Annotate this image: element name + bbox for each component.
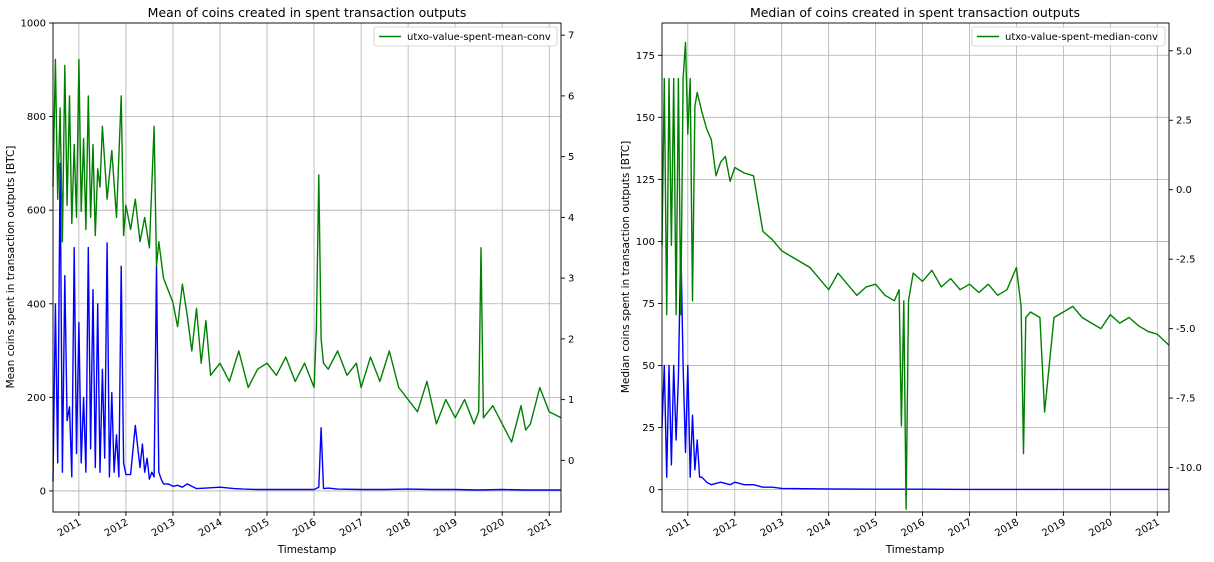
median-y2tick-label--2.5: -2.5 bbox=[1176, 255, 1196, 266]
median-ytick-label-100: 100 bbox=[636, 237, 655, 248]
median-ytick-label-25: 25 bbox=[642, 423, 655, 434]
median-blue-line bbox=[661, 240, 1169, 491]
median-y-axis-label: Median coins spent in transaction output… bbox=[620, 141, 632, 393]
mean-y2tick-label-0: 0 bbox=[568, 456, 574, 467]
median-ytick-label-75: 75 bbox=[642, 299, 655, 310]
mean-x-ticks: 2011 2012 2013 2014 2015 2016 2017 2018 2019 2020… bbox=[56, 512, 554, 539]
median-xtick-label-2014: 2014 bbox=[806, 517, 834, 539]
median-plot-frame bbox=[661, 22, 1170, 513]
mean-xtick-label-2020: 2020 bbox=[479, 517, 507, 539]
mean-blue-line bbox=[52, 162, 561, 491]
median-xtick-label-2019: 2019 bbox=[1040, 517, 1068, 539]
mean-ytick-label-600: 600 bbox=[27, 206, 46, 217]
mean-green-line bbox=[52, 58, 562, 443]
median-legend-label: utxo-value-spent-median-conv bbox=[1005, 32, 1158, 43]
mean-ytick-label-800: 800 bbox=[27, 112, 46, 123]
mean-xtick-label-2017: 2017 bbox=[338, 517, 366, 539]
median-x-axis-label: Timestamp bbox=[885, 544, 945, 556]
median-y2tick-label-0: 0.0 bbox=[1176, 185, 1192, 196]
mean-gridlines bbox=[53, 22, 561, 512]
median-xtick-label-2020: 2020 bbox=[1087, 517, 1115, 539]
median-chart-title: Median of coins created in spent transac… bbox=[750, 5, 1080, 20]
mean-xtick-label-2018: 2018 bbox=[385, 517, 413, 539]
median-xtick-label-2015: 2015 bbox=[853, 517, 881, 539]
median-xtick-label-2013: 2013 bbox=[759, 517, 787, 539]
mean-green-series bbox=[52, 58, 562, 443]
mean-xtick-label-2012: 2012 bbox=[103, 517, 131, 539]
mean-y-ticks: 0 200 400 600 800 1000 bbox=[21, 19, 53, 497]
mean-chart-title: Mean of coins created in spent transacti… bbox=[148, 5, 467, 20]
mean-x-axis-label: Timestamp bbox=[277, 544, 337, 556]
mean-xtick-label-2011: 2011 bbox=[56, 517, 84, 539]
median-gridlines bbox=[662, 23, 1169, 512]
mean-xtick-label-2015: 2015 bbox=[244, 517, 272, 539]
median-ytick-label-150: 150 bbox=[636, 113, 655, 124]
median-xtick-label-2018: 2018 bbox=[993, 517, 1021, 539]
mean-y2tick-label-5: 5 bbox=[568, 152, 574, 163]
median-y2tick-label--10: -10.0 bbox=[1176, 463, 1202, 474]
median-xtick-label-2011: 2011 bbox=[665, 517, 693, 539]
mean-y2tick-label-1: 1 bbox=[568, 395, 574, 406]
mean-legend-box bbox=[373, 26, 558, 47]
mean-ytick-label-0: 0 bbox=[40, 486, 46, 497]
median-green-series bbox=[661, 41, 1170, 510]
mean-right-y-ticks: 0 1 2 3 4 5 6 7 bbox=[561, 31, 574, 467]
mean-xtick-label-2021: 2021 bbox=[526, 517, 554, 539]
mean-plot-frame bbox=[52, 22, 562, 513]
median-chart: 2011 2012 2013 2014 2015 2016 2017 2018 2019 2020… bbox=[620, 5, 1202, 556]
mean-xtick-label-2016: 2016 bbox=[291, 517, 319, 539]
mean-ytick-label-400: 400 bbox=[27, 299, 46, 310]
mean-xtick-label-2019: 2019 bbox=[432, 517, 460, 539]
median-ytick-label-50: 50 bbox=[642, 361, 655, 372]
median-x-ticks: 2011 2012 2013 2014 2015 2016 2017 2018 2019 2020… bbox=[665, 512, 1162, 539]
mean-xtick-label-2014: 2014 bbox=[197, 517, 225, 539]
mean-xtick-label-2013: 2013 bbox=[150, 517, 178, 539]
median-y2tick-label--7.5: -7.5 bbox=[1176, 394, 1196, 405]
median-blue-series bbox=[661, 240, 1169, 491]
median-xtick-label-2017: 2017 bbox=[946, 517, 974, 539]
mean-y2tick-label-3: 3 bbox=[568, 274, 574, 285]
mean-chart: 2011 2012 2013 2014 2015 2016 2017 2018 2019 2020… bbox=[5, 5, 574, 556]
mean-y2tick-label-4: 4 bbox=[568, 213, 574, 224]
mean-ytick-label-200: 200 bbox=[27, 393, 46, 404]
median-legend-box bbox=[971, 26, 1166, 47]
mean-y2tick-label-2: 2 bbox=[568, 334, 574, 345]
median-y2tick-label--5: -5.0 bbox=[1176, 324, 1196, 335]
median-xtick-label-2021: 2021 bbox=[1134, 517, 1162, 539]
median-y2tick-label-2.5: 2.5 bbox=[1176, 116, 1192, 127]
median-ytick-label-125: 125 bbox=[636, 175, 655, 186]
median-right-y-ticks: -10.0 -7.5 -5.0 -2.5 0.0 2.5 5.0 bbox=[1169, 46, 1202, 474]
median-xtick-label-2012: 2012 bbox=[712, 517, 740, 539]
median-y-ticks: 0 25 50 75 100 125 150 175 bbox=[636, 51, 662, 496]
median-ytick-label-175: 175 bbox=[636, 51, 655, 62]
mean-legend: utxo-value-spent-mean-conv bbox=[373, 26, 558, 47]
mean-legend-label: utxo-value-spent-mean-conv bbox=[407, 32, 551, 43]
median-y2tick-label-5: 5.0 bbox=[1176, 46, 1192, 57]
median-green-line bbox=[661, 41, 1170, 510]
mean-y2tick-label-6: 6 bbox=[568, 91, 574, 102]
median-ytick-label-0: 0 bbox=[649, 485, 655, 496]
mean-blue-series bbox=[52, 162, 561, 491]
mean-y-axis-label: Mean coins spent in transaction outputs … bbox=[5, 146, 17, 389]
mean-y2tick-label-7: 7 bbox=[568, 31, 574, 42]
median-xtick-label-2016: 2016 bbox=[899, 517, 927, 539]
mean-ytick-label-1000: 1000 bbox=[21, 19, 46, 30]
median-legend: utxo-value-spent-median-conv bbox=[971, 26, 1166, 47]
